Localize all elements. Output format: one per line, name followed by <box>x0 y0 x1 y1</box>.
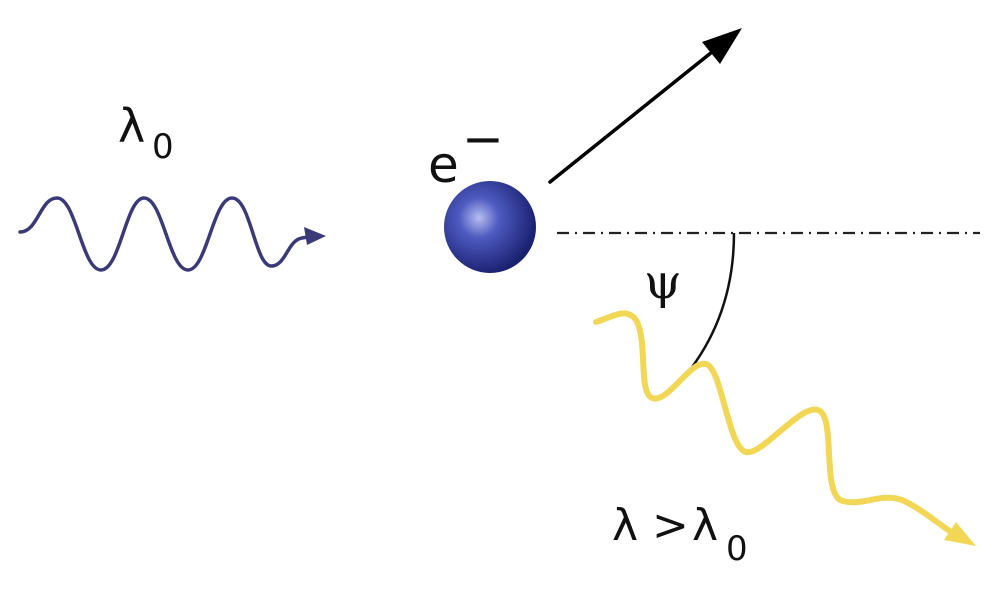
lambda-symbol: λ <box>612 500 638 551</box>
electron-symbol: e <box>428 136 459 194</box>
electron-label: e − <box>428 110 504 194</box>
lambda-subscript: 0 <box>726 529 748 569</box>
lambda-symbol: λ <box>118 99 145 153</box>
scattered-wavelength-label: λ > λ 0 <box>612 500 748 569</box>
electron-charge: − <box>462 110 504 168</box>
angle-label: ψ <box>644 254 682 310</box>
electron-sphere <box>444 181 536 273</box>
greater-than-symbol: > <box>652 500 689 551</box>
recoil-electron-arrow <box>548 28 742 184</box>
lambda-subscript: 0 <box>152 127 174 167</box>
lambda-symbol-2: λ <box>692 500 718 551</box>
incident-photon-wave <box>18 196 326 272</box>
scattered-photon-wave <box>593 310 976 546</box>
incident-wavelength-label: λ 0 <box>118 99 174 167</box>
scattering-angle-arc <box>685 232 736 376</box>
